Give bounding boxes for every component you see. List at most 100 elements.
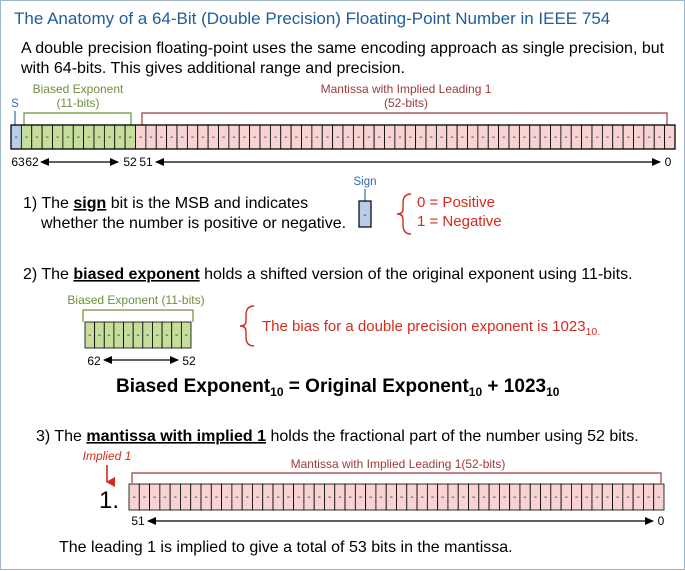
exp-tick-52: 52: [182, 354, 196, 368]
exp-bit-cell-6-placeholder: -: [146, 330, 149, 341]
bit-cell-13-placeholder: -: [149, 132, 152, 143]
tick-63: 63: [11, 155, 25, 169]
mant-bit-cell-21-placeholder: -: [349, 492, 352, 503]
mant-bit-cell-15-placeholder: -: [287, 492, 290, 503]
bit-cell-25-placeholder: -: [274, 132, 277, 143]
mant-bit-cell-22-placeholder: -: [359, 492, 362, 503]
page-title: The Anatomy of a 64-Bit (Double Precisio…: [14, 9, 610, 28]
bit-cell-28-placeholder: -: [305, 132, 308, 143]
mant-bit-cell-8-placeholder: -: [215, 492, 218, 503]
sign-values-brace: [396, 193, 412, 235]
exp-bit-cell-5-placeholder: -: [136, 330, 139, 341]
mant-bit-cell-39-placeholder: -: [534, 492, 537, 503]
bit-cell-32-placeholder: -: [347, 132, 350, 143]
mant-bit-cell-1-placeholder: -: [143, 492, 146, 503]
bit-cell-22-placeholder: -: [243, 132, 246, 143]
mant-bit-cell-37-placeholder: -: [513, 492, 516, 503]
bit-cell-14-placeholder: -: [160, 132, 163, 143]
mant-bit-cell-33-placeholder: -: [472, 492, 475, 503]
mant-bit-cell-14-placeholder: -: [277, 492, 280, 503]
mant-bit-cell-7-placeholder: -: [204, 492, 207, 503]
mant-bit-cell-34-placeholder: -: [482, 492, 485, 503]
bit-cell-47-placeholder: -: [502, 132, 505, 143]
bit-cell-6-placeholder: -: [77, 132, 80, 143]
mant-bit-cell-19-placeholder: -: [328, 492, 331, 503]
bit-cell-5-placeholder: -: [66, 132, 69, 143]
bit-cell-63-placeholder: -: [668, 132, 671, 143]
bit-cell-50-placeholder: -: [533, 132, 536, 143]
bit-cell-20-placeholder: -: [222, 132, 225, 143]
bit-cell-54-placeholder: -: [575, 132, 578, 143]
mant-bit-cell-45-placeholder: -: [595, 492, 598, 503]
exp-bit-cell-10-placeholder: -: [185, 330, 188, 341]
bit-cell-37-placeholder: -: [398, 132, 401, 143]
bias-brace: [239, 305, 255, 347]
bit-cell-42-placeholder: -: [450, 132, 453, 143]
bit-cell-1-placeholder: -: [25, 132, 28, 143]
section3-heading: 3) The mantissa with implied 1 holds the…: [36, 428, 639, 445]
mant-tick-51: 51: [131, 514, 145, 528]
bit-cell-52-placeholder: -: [554, 132, 557, 143]
exp-bit-cell-0-placeholder: -: [88, 330, 91, 341]
bit-cell-11-placeholder: -: [129, 132, 132, 143]
bit-cell-60-placeholder: -: [637, 132, 640, 143]
bit-cell-10-placeholder: -: [118, 132, 121, 143]
bit-cell-0-placeholder: -: [15, 132, 18, 143]
bit-cell-45-placeholder: -: [481, 132, 484, 143]
tick-51: 51: [139, 155, 153, 169]
bit-cell-57-placeholder: -: [606, 132, 609, 143]
tick-52: 52: [123, 155, 137, 169]
mantissa-box-bracket: [131, 472, 662, 483]
mant-bit-cell-23-placeholder: -: [369, 492, 372, 503]
bit-cell-23-placeholder: -: [253, 132, 256, 143]
section1-line-2: whether the number is positive or negati…: [40, 215, 346, 232]
tick-62: 62: [25, 155, 39, 169]
exp-bit-cell-3-placeholder: -: [117, 330, 120, 341]
mantissa-bracket: [141, 112, 668, 125]
exp-bit-cell-7-placeholder: -: [156, 330, 159, 341]
bit-cell-38-placeholder: -: [409, 132, 412, 143]
mant-bit-cell-36-placeholder: -: [503, 492, 506, 503]
bit-cell-12-placeholder: -: [139, 132, 142, 143]
mant-bit-cell-18-placeholder: -: [318, 492, 321, 503]
bit-cell-39-placeholder: -: [419, 132, 422, 143]
mant-bit-cell-24-placeholder: -: [379, 492, 382, 503]
mant-bit-cell-9-placeholder: -: [225, 492, 228, 503]
mant-bit-cell-17-placeholder: -: [307, 492, 310, 503]
mant-bit-cell-2-placeholder: -: [153, 492, 156, 503]
exponent-field-bits: (11-bits): [56, 96, 99, 110]
mant-bit-cell-51: [653, 483, 665, 511]
exp-bit-cell-2-placeholder: -: [107, 330, 110, 341]
exp-tick-62: 62: [87, 354, 101, 368]
mant-bit-cell-10-placeholder: -: [235, 492, 238, 503]
bit-cell-29-placeholder: -: [315, 132, 318, 143]
mant-bit-cell-25-placeholder: -: [390, 492, 393, 503]
tick-0: 0: [665, 155, 672, 169]
bit-cell-27-placeholder: -: [295, 132, 298, 143]
mantissa-box-label: Mantissa with Implied Leading 1(52-bits): [291, 457, 506, 471]
mant-bit-cell-4-placeholder: -: [174, 492, 177, 503]
mant-bit-cell-32-placeholder: -: [462, 492, 465, 503]
bit-cell-43-placeholder: -: [461, 132, 464, 143]
mant-bit-cell-38-placeholder: -: [523, 492, 526, 503]
mantissa-field-label: Mantissa with Implied Leading 1: [321, 82, 492, 96]
sign-bit-placeholder: -: [363, 210, 366, 221]
section1-line-1: 1) The sign bit is the MSB and indicates: [23, 195, 308, 212]
sign-zero-positive: 0 = Positive: [417, 194, 495, 211]
bit-cell-58-placeholder: -: [616, 132, 619, 143]
bit-cell-62-placeholder: -: [658, 132, 661, 143]
exp-bit-cell-4-placeholder: -: [127, 330, 130, 341]
bit-cell-16-placeholder: -: [181, 132, 184, 143]
bit-cell-21-placeholder: -: [232, 132, 235, 143]
bit-cell-34-placeholder: -: [367, 132, 370, 143]
bit-cell-30-placeholder: -: [326, 132, 329, 143]
sign-box-label: Sign: [353, 176, 376, 188]
exponent-field-label: Biased Exponent: [33, 82, 124, 96]
mant-bit-cell-50-placeholder: -: [647, 492, 650, 503]
bit-cell-59-placeholder: -: [627, 132, 630, 143]
exponent-register-11: -----------: [84, 321, 192, 349]
bit-cell-44-placeholder: -: [471, 132, 474, 143]
mant-bit-cell-46-placeholder: -: [606, 492, 609, 503]
bit-cell-51-placeholder: -: [544, 132, 547, 143]
